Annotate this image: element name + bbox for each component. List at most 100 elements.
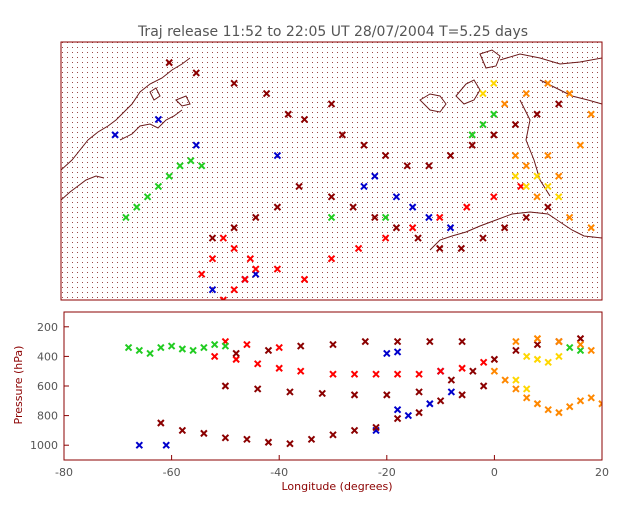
pressure-point	[415, 370, 423, 378]
map-point	[403, 162, 411, 170]
pressure-point	[210, 352, 219, 361]
map-point	[457, 244, 466, 253]
map-point	[435, 213, 444, 222]
map-point	[219, 296, 228, 300]
map-point	[565, 89, 574, 98]
pressure-point	[210, 340, 219, 349]
pressure-point	[576, 334, 585, 343]
pressure-point	[533, 355, 542, 364]
pressure-point	[264, 346, 273, 355]
pressure-point	[522, 352, 531, 361]
map-point	[252, 265, 260, 273]
map-point	[295, 182, 303, 191]
map-point	[230, 79, 238, 87]
pressure-point	[329, 340, 337, 349]
pressure-frame	[63, 311, 603, 461]
pressure-point	[329, 370, 337, 378]
pressure-point	[275, 343, 283, 352]
map-point	[463, 203, 471, 211]
pressure-point	[243, 340, 251, 349]
pressure-point	[264, 438, 273, 446]
map-point	[479, 234, 487, 242]
pressure-point	[533, 340, 542, 349]
pressure-point	[157, 343, 165, 352]
map-point	[154, 182, 163, 191]
pressure-point	[566, 403, 574, 411]
pressure-point	[372, 423, 380, 432]
pressure-point	[415, 388, 423, 396]
pressure-point	[426, 337, 434, 346]
map-point	[208, 234, 217, 242]
map-point	[522, 89, 530, 98]
pressure-point	[533, 400, 542, 408]
map-point	[327, 100, 336, 108]
map-point	[176, 162, 184, 170]
pressure-point	[512, 376, 520, 384]
pressure-point	[189, 346, 197, 355]
pressure-point	[253, 360, 262, 368]
pressure-point	[167, 342, 176, 350]
map-panel	[60, 41, 603, 301]
map-point	[327, 255, 336, 263]
pressure-point	[469, 367, 477, 375]
pressure-point	[372, 370, 380, 378]
map-point	[252, 213, 260, 222]
pressure-point	[447, 388, 456, 396]
x-tick-label: -40	[270, 466, 288, 479]
pressure-point	[458, 364, 466, 372]
map-point	[490, 131, 498, 139]
map-point	[446, 224, 455, 232]
map-point	[555, 193, 563, 201]
map-point	[165, 172, 173, 180]
map-point	[435, 244, 444, 253]
map-point	[230, 244, 238, 253]
pressure-point	[576, 340, 585, 349]
map-point	[338, 131, 347, 139]
map-point	[500, 224, 509, 232]
map-point	[197, 270, 206, 278]
pressure-point	[393, 414, 402, 423]
map-point	[425, 162, 433, 170]
y-tick-label: 400	[37, 350, 58, 363]
pressure-point	[329, 431, 337, 439]
map-point	[522, 213, 530, 222]
pressure-point	[544, 358, 552, 367]
map-point	[187, 156, 195, 165]
map-point	[533, 193, 541, 201]
pressure-point	[178, 426, 187, 435]
pressure-point	[490, 355, 499, 364]
pressure-point	[426, 400, 434, 408]
map-point	[392, 224, 401, 232]
x-tick-label: 0	[491, 466, 498, 479]
map-point	[544, 151, 552, 160]
map-point	[576, 141, 585, 149]
pressure-point	[555, 337, 563, 346]
pressure-point	[232, 355, 240, 364]
map-point	[300, 275, 309, 284]
map-point	[230, 224, 238, 232]
pressure-point	[587, 346, 595, 355]
pressure-point	[415, 408, 423, 417]
pressure-point	[566, 343, 574, 352]
map-point	[300, 115, 309, 124]
map-point	[381, 213, 390, 222]
map-point	[533, 110, 541, 118]
map-point	[349, 203, 357, 211]
map-point	[354, 244, 363, 253]
pressure-point	[544, 405, 552, 414]
pressure-point	[512, 346, 520, 355]
map-point	[511, 172, 520, 180]
map-point	[360, 141, 368, 149]
map-point	[500, 100, 509, 108]
map-point	[192, 141, 200, 149]
map-point	[381, 151, 390, 160]
map-point	[468, 141, 476, 149]
pressure-point	[479, 358, 488, 367]
pressure-point	[200, 343, 208, 352]
pressure-point	[479, 382, 488, 390]
pressure-point	[221, 342, 230, 350]
map-point	[490, 110, 498, 118]
map-point	[133, 203, 141, 211]
map-point	[381, 234, 390, 242]
